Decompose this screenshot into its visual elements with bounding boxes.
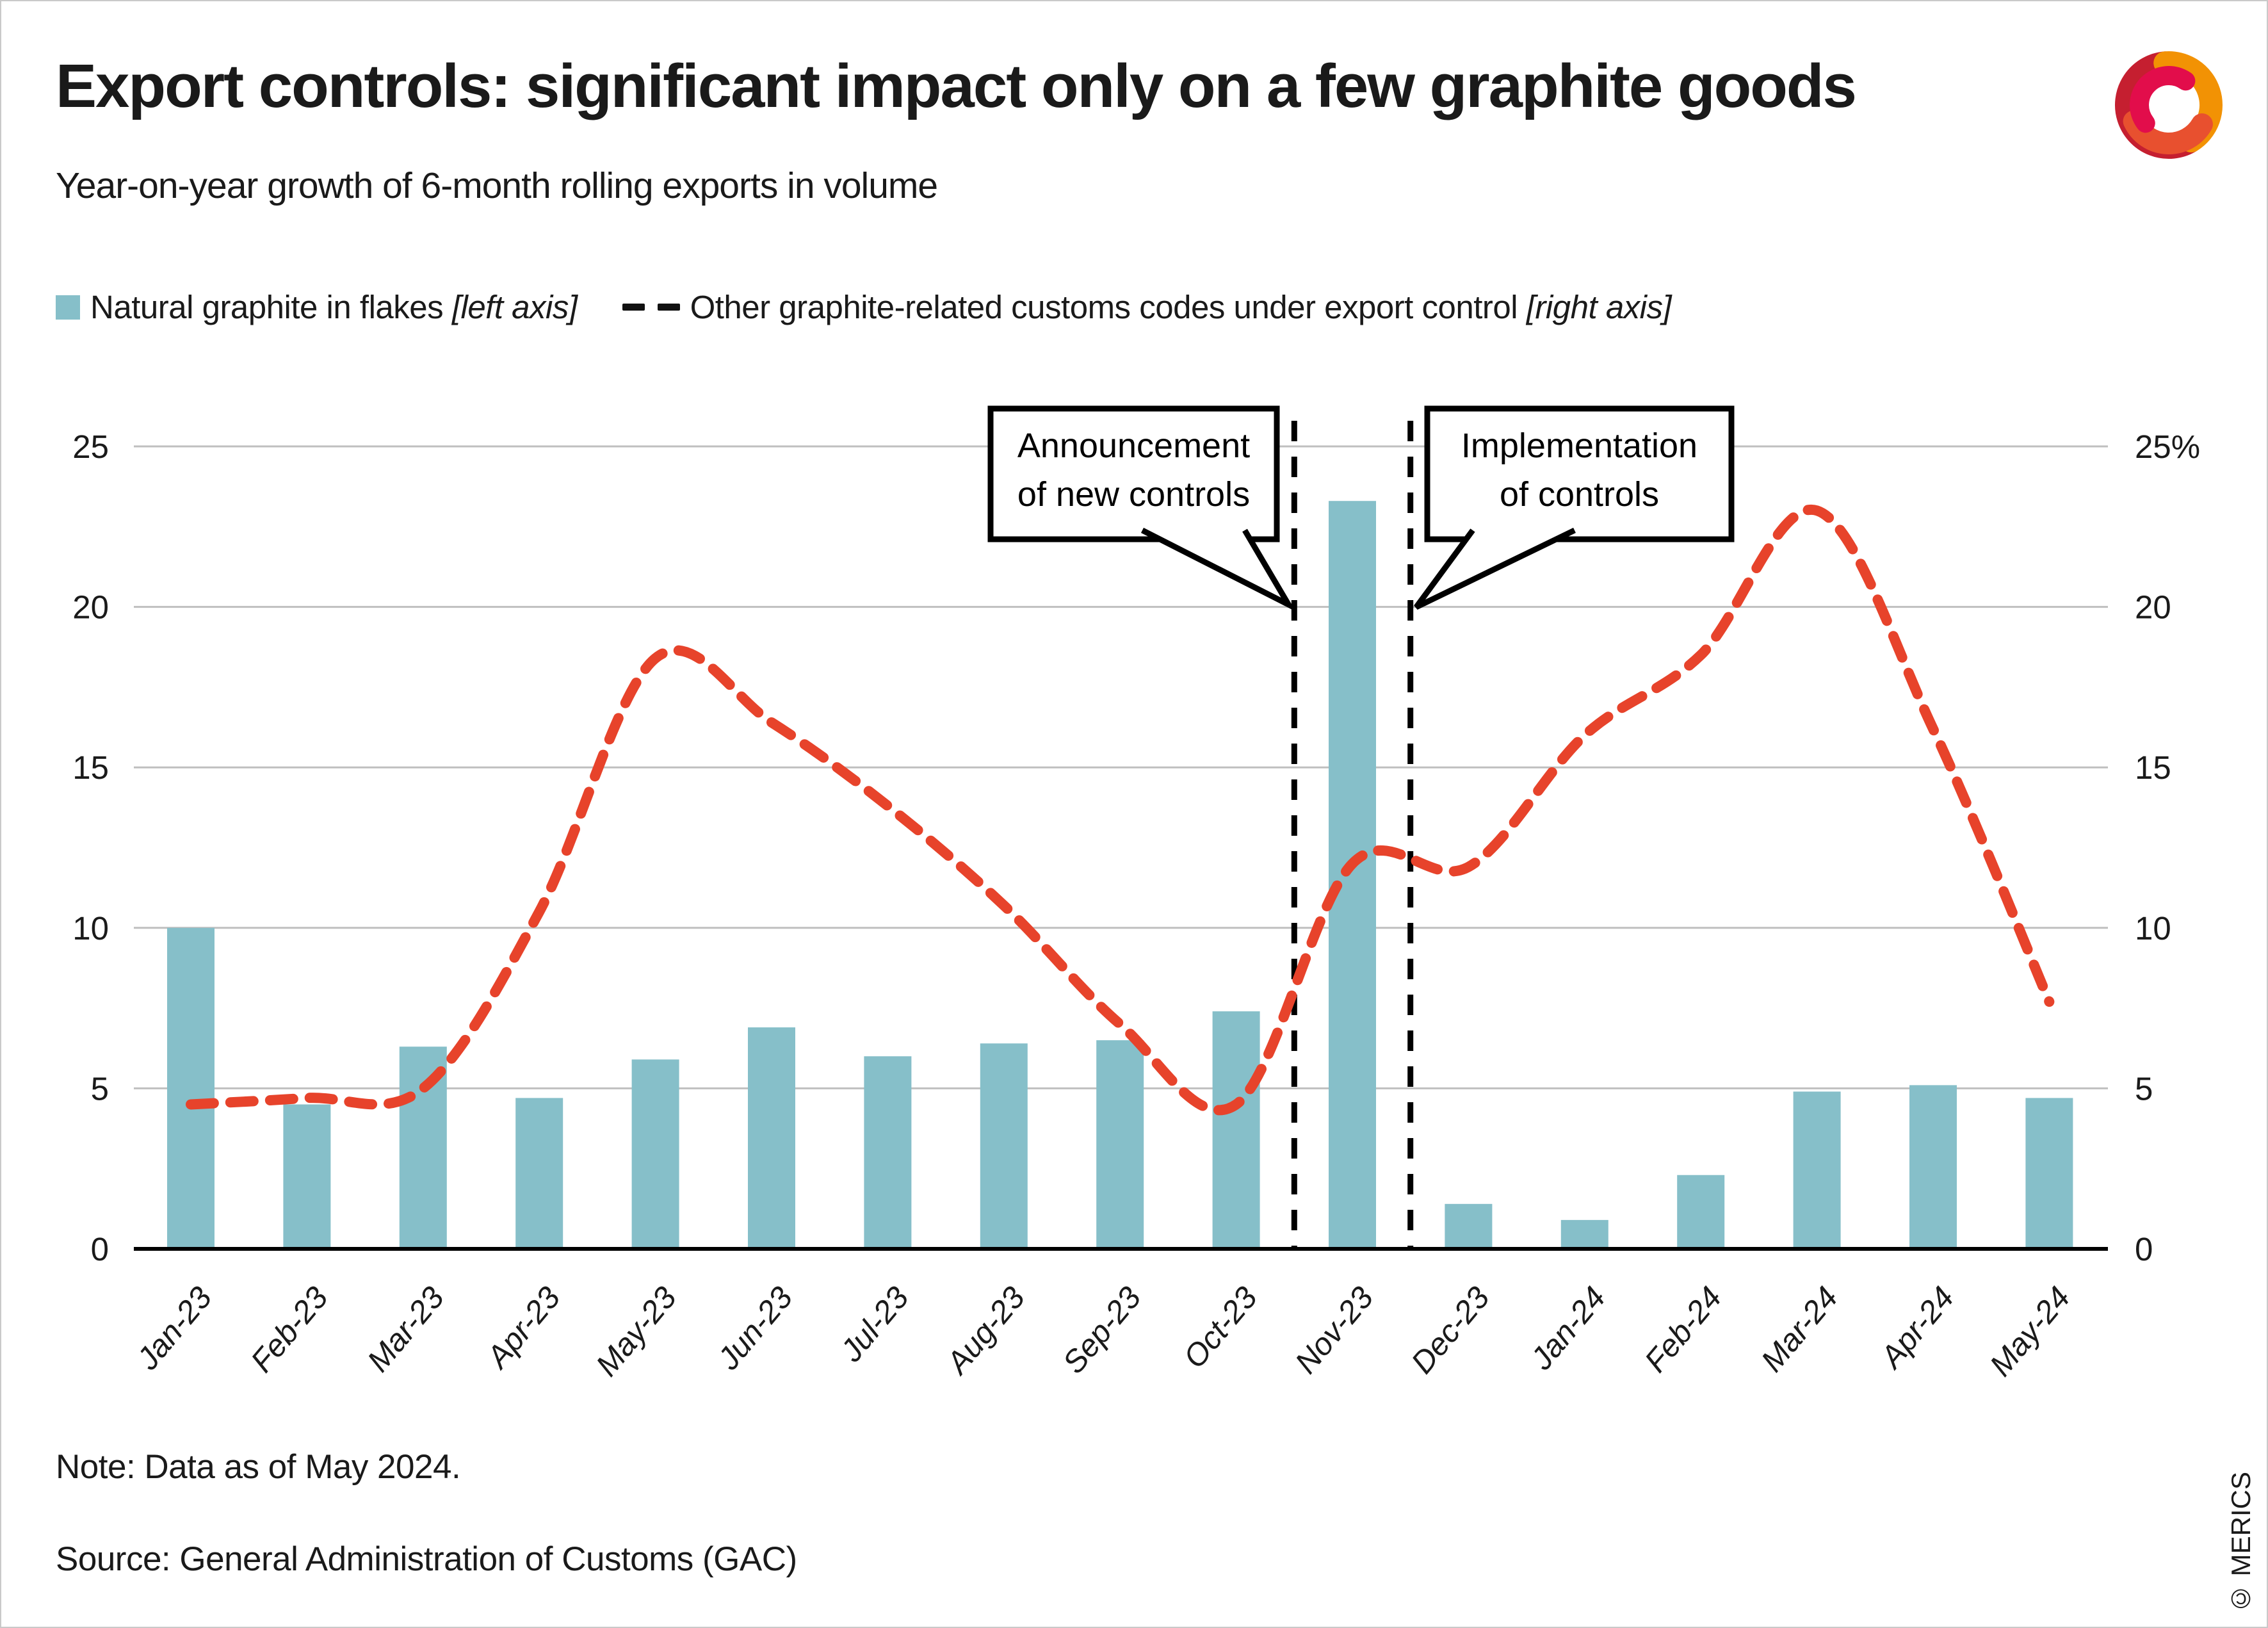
left-axis-tick-10: 10 xyxy=(72,910,109,947)
bar-Nov-23 xyxy=(1329,501,1376,1249)
legend: Natural graphite in flakes [left axis] O… xyxy=(56,288,1672,326)
bar-Dec-23 xyxy=(1445,1203,1493,1249)
annotation-box xyxy=(987,405,1280,542)
x-axis-label-Mar-24: Mar-24 xyxy=(1754,1280,1845,1378)
x-axis-label-Jun-23: Jun-23 xyxy=(711,1280,799,1376)
x-axis-label-Apr-23: Apr-23 xyxy=(479,1280,567,1376)
bar-May-23 xyxy=(631,1059,679,1249)
left-axis-tick-25: 25 xyxy=(72,428,109,465)
chart-area: 0 5 10 15 20 25 0 5 10 15 20 25% Jan-23 Feb-23 Mar-23 A… xyxy=(1,360,2267,1449)
annotation-text: Announcement of new controls xyxy=(1017,427,1250,514)
x-axis-label-Jan-23: Jan-23 xyxy=(130,1280,218,1376)
logo-magenta-arc xyxy=(2130,66,2196,133)
bar-Feb-23 xyxy=(283,1104,331,1249)
annotation-tail-stroke xyxy=(1414,527,1576,610)
x-axis-label-Jul-23: Jul-23 xyxy=(834,1280,916,1369)
x-axis-label-Dec-23: Dec-23 xyxy=(1405,1280,1496,1380)
page-title: Export controls: significant impact only… xyxy=(56,52,1857,120)
chart-svg: 0 5 10 15 20 25 0 5 10 15 20 25% Jan-23 Feb-23 Mar-23 A… xyxy=(72,405,2200,1383)
legend-item-line: Other graphite-related customs codes und… xyxy=(622,288,1672,326)
annotation-callout-2: Implementation of controls xyxy=(1414,405,1735,610)
bar-Sep-23 xyxy=(1096,1040,1144,1249)
source-text: Source: General Administration of Custom… xyxy=(56,1540,797,1578)
x-axis-label-Feb-24: Feb-24 xyxy=(1638,1280,1728,1379)
right-axis-tick-10: 10 xyxy=(2135,910,2171,947)
note-text: Note: Data as of May 2024. xyxy=(56,1448,461,1486)
copyright-text: © MERICS xyxy=(2226,1471,2256,1614)
bar-May-24 xyxy=(2025,1098,2073,1249)
x-axis-label-Jan-24: Jan-24 xyxy=(1524,1280,1612,1376)
left-axis-tick-15: 15 xyxy=(72,749,109,786)
x-axis-label-Sep-23: Sep-23 xyxy=(1057,1280,1148,1380)
bar-Oct-23 xyxy=(1212,1011,1260,1249)
dashed-line-marker-icon xyxy=(622,304,680,311)
x-axis-label-Aug-23: Aug-23 xyxy=(939,1280,1032,1381)
bar-Jan-24 xyxy=(1560,1219,1608,1249)
merics-logo xyxy=(2115,51,2223,159)
bar-Apr-23 xyxy=(515,1098,563,1249)
x-axis-label-May-23: May-23 xyxy=(590,1280,683,1383)
legend-bar-label: Natural graphite in flakes [left axis] xyxy=(90,289,578,325)
bar-Mar-24 xyxy=(1793,1091,1841,1249)
x-axis-label-Feb-23: Feb-23 xyxy=(245,1280,335,1379)
line-series-path xyxy=(186,504,2055,1116)
right-axis-tick-15: 15 xyxy=(2135,749,2171,786)
left-axis-tick-0: 0 xyxy=(91,1231,109,1267)
right-axis-tick-0: 0 xyxy=(2135,1231,2153,1267)
right-axis-tick-20: 20 xyxy=(2135,589,2171,626)
bar-Aug-23 xyxy=(980,1043,1028,1249)
legend-line-label: Other graphite-related customs codes und… xyxy=(690,289,1672,325)
x-axis-label-Oct-23: Oct-23 xyxy=(1177,1280,1264,1374)
x-axis-label-Apr-24: Apr-24 xyxy=(1873,1280,1961,1376)
annotation-box xyxy=(1424,405,1735,542)
x-axis-label-Mar-23: Mar-23 xyxy=(361,1280,451,1378)
bar-Jul-23 xyxy=(864,1056,912,1249)
right-axis-tick-25%: 25% xyxy=(2135,428,2200,465)
left-axis-tick-5: 5 xyxy=(91,1070,109,1107)
bar-Jan-23 xyxy=(167,927,215,1249)
annotation-text: Implementation of controls xyxy=(1461,427,1697,514)
bar-Feb-24 xyxy=(1677,1175,1725,1249)
bar-Jun-23 xyxy=(748,1027,795,1249)
x-axis-label-May-24: May-24 xyxy=(1983,1280,2077,1383)
bar-series-swatch xyxy=(56,295,80,320)
legend-item-bars: Natural graphite in flakes [left axis] xyxy=(56,288,578,326)
bar-Apr-24 xyxy=(1909,1085,1957,1249)
annotation-tail-stroke xyxy=(1140,527,1296,612)
x-axis-label-Nov-23: Nov-23 xyxy=(1289,1280,1381,1380)
page-subtitle: Year-on-year growth of 6-month rolling e… xyxy=(56,165,938,206)
annotation-callout-1: Announcement of new controls xyxy=(987,405,1296,612)
right-axis-tick-5: 5 xyxy=(2135,1070,2153,1107)
left-axis-tick-20: 20 xyxy=(72,589,109,626)
